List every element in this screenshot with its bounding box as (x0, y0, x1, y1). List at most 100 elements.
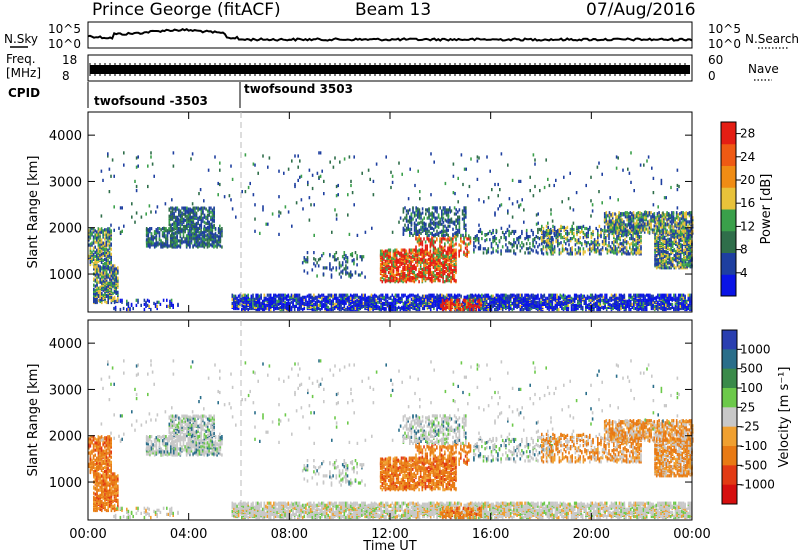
power-cell (394, 274, 396, 277)
power-cell (96, 249, 98, 252)
power-cell (574, 294, 576, 297)
power-cell (207, 220, 209, 223)
power-cell (320, 301, 322, 304)
power-cell (98, 273, 100, 276)
power-cell (262, 305, 264, 308)
power-cell (619, 297, 621, 300)
power-cell (178, 239, 180, 242)
power-cell (315, 264, 317, 267)
power-cell (406, 274, 408, 277)
power-cell (662, 294, 664, 297)
power-cell (428, 276, 430, 279)
power-cell (665, 294, 667, 297)
power-cell (425, 295, 427, 298)
power-cell (502, 294, 504, 297)
power-cell (466, 306, 468, 309)
power-cell (481, 294, 483, 297)
power-cell (205, 208, 207, 211)
power-cell (183, 213, 185, 216)
power-cell (391, 267, 393, 270)
power-cell (484, 302, 486, 305)
power-cell (284, 294, 286, 297)
power-cell (110, 253, 112, 256)
power-cell (520, 294, 522, 297)
power-cell (294, 305, 296, 308)
power-cell (152, 235, 154, 238)
power-cell (472, 299, 474, 302)
nave-scale-bottom: 0 (708, 69, 716, 83)
power-cell (460, 304, 462, 307)
power-cell (632, 303, 634, 306)
power-cell (452, 244, 454, 247)
power-cell (407, 260, 409, 263)
power-cell (99, 295, 101, 298)
power-cell (434, 240, 436, 243)
power-cell (300, 297, 302, 300)
power-cell (94, 251, 96, 254)
power-cell (448, 301, 450, 304)
power-cell (194, 207, 196, 210)
power-cell (444, 255, 446, 258)
power-cell (425, 259, 427, 262)
power-cell (109, 261, 111, 264)
power-cell (188, 225, 190, 228)
power-cell (539, 298, 541, 301)
power-cell (188, 208, 190, 211)
power-cell (348, 272, 350, 275)
power-cell (452, 269, 454, 272)
power-cell (157, 227, 159, 230)
power-cell (423, 259, 425, 262)
power-cell (412, 270, 414, 273)
power-cell (463, 299, 465, 302)
power-cell (415, 254, 417, 257)
power-cell (438, 295, 440, 298)
power-cell (648, 294, 650, 297)
power-cell (342, 299, 344, 302)
power-cell (148, 300, 150, 303)
power-cell (251, 302, 253, 305)
power-cell (480, 299, 482, 302)
power-cell (436, 307, 438, 310)
noise-scale-top: 10^5 (48, 22, 81, 36)
power-cell (516, 294, 518, 297)
power-cell (681, 294, 683, 297)
power-cell (318, 294, 320, 297)
power-cell (447, 237, 449, 240)
power-cell (323, 266, 325, 269)
power-cell (426, 244, 428, 247)
power-cell (446, 238, 448, 241)
power-cell (402, 262, 404, 265)
power-cell (368, 296, 370, 299)
power-cell (415, 274, 417, 277)
power-cell (505, 294, 507, 297)
power-cell (98, 250, 100, 253)
power-cell (385, 263, 387, 266)
power-cell (388, 271, 390, 274)
power-cell (323, 294, 325, 297)
power-cell (107, 233, 109, 236)
power-cell (93, 253, 95, 256)
power-cell (173, 212, 175, 215)
power-cell (683, 297, 685, 300)
power-cell (331, 300, 333, 303)
power-cell (449, 252, 451, 255)
power-cell (212, 214, 214, 217)
power-cell (390, 302, 392, 305)
power-cell (454, 235, 456, 238)
power-cell (176, 242, 178, 245)
power-cell (399, 261, 401, 264)
date-title: 07/Aug/2016 (586, 0, 696, 20)
power-cell (544, 302, 546, 305)
power-cell (625, 304, 627, 307)
power-cell (488, 308, 490, 311)
power-cell (101, 227, 103, 230)
power-cell (96, 230, 98, 233)
power-cell (587, 304, 589, 307)
power-cell (316, 274, 318, 277)
power-cell (398, 259, 400, 262)
power-cell (670, 294, 672, 297)
power-cell (111, 279, 113, 282)
power-cell (316, 299, 318, 302)
power-cell (454, 250, 456, 253)
